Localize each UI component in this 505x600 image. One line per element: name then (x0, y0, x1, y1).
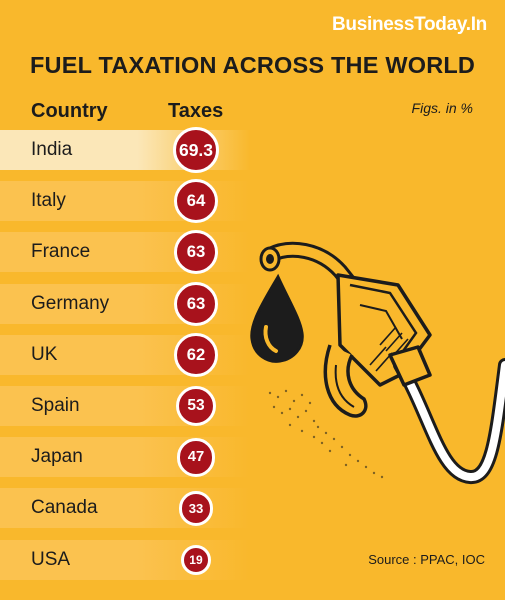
country-label: Germany (31, 292, 110, 314)
table-row: India 69.3 (0, 127, 300, 173)
source-note: Source : PPAC, IOC (368, 552, 485, 567)
table-row: Italy 64 (0, 179, 300, 224)
tax-value-badge: 53 (175, 385, 217, 427)
table-row: France 63 (0, 230, 300, 275)
tax-value-badge: 47 (176, 437, 216, 477)
table-row: Canada 33 (0, 488, 300, 529)
column-header-taxes: Taxes (168, 100, 224, 122)
tax-value-badge: 63 (174, 281, 218, 326)
column-header-country: Country (31, 100, 108, 122)
dot-shadow (268, 389, 384, 479)
country-label: USA (31, 548, 71, 570)
table-row: Germany 63 (0, 281, 300, 326)
tax-value-badge: 64 (173, 179, 219, 224)
country-label: Spain (31, 395, 80, 416)
country-label: Canada (31, 497, 98, 519)
table-row: USA 19 (0, 539, 300, 580)
tax-value-badge: 19 (180, 544, 211, 575)
table-row: UK 62 (0, 332, 300, 377)
tax-value-badge: 63 (174, 230, 218, 275)
country-label: Italy (31, 190, 66, 212)
brand-logo: BusinessToday.In (332, 14, 487, 35)
table-row: Japan 47 (0, 437, 300, 478)
table-row: Spain 53 (0, 385, 300, 427)
chart-title: FUEL TAXATION ACROSS THE WORLD (30, 52, 476, 78)
oil-drop-icon (250, 273, 304, 363)
country-label: Japan (31, 446, 83, 468)
tax-value-badge: 69.3 (173, 127, 219, 173)
country-label: India (31, 139, 73, 160)
fuel-nozzle-illustration (250, 241, 505, 484)
country-label: France (31, 241, 91, 263)
country-label: UK (31, 343, 58, 365)
table-rows: India 69.3 Italy 64 France 63 Germany 63 UK 62 Spa… (0, 126, 300, 586)
tax-value-badge: 33 (178, 491, 214, 526)
tax-value-badge: 62 (174, 332, 218, 377)
unit-note: Figs. in % (411, 100, 473, 116)
